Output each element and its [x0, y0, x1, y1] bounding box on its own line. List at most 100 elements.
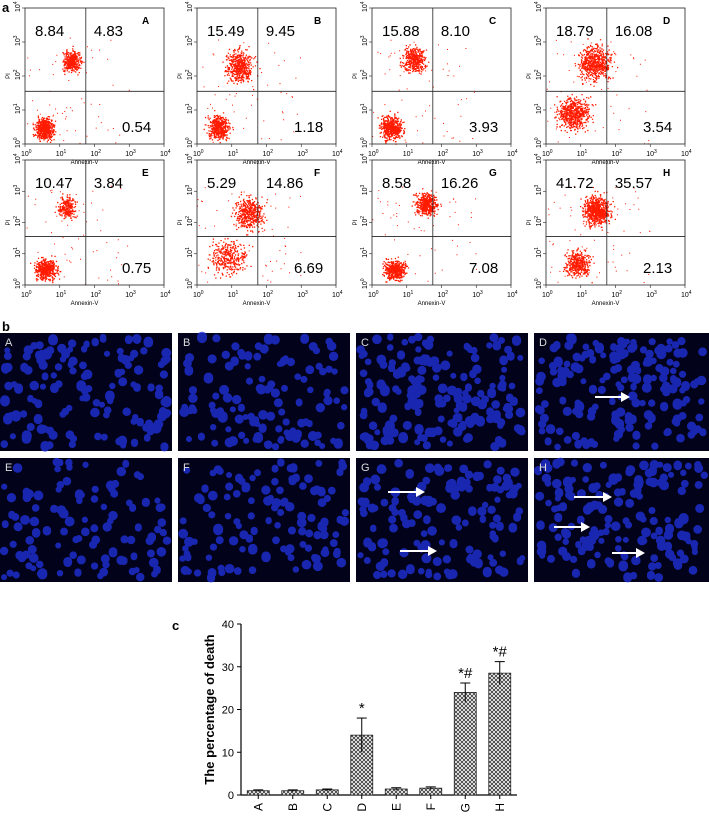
bar [453, 692, 477, 796]
x-tick-label: D [355, 803, 369, 812]
panel-label: a [2, 0, 10, 15]
tick-base: 10 [362, 187, 369, 195]
tick-exponent: 2 [185, 69, 191, 72]
arrow-head [621, 392, 630, 402]
y-tick-label: 103 [534, 35, 543, 46]
tick-base: 10 [15, 219, 22, 227]
tick-exponent: 2 [185, 216, 191, 219]
tick-base: 10 [160, 151, 168, 158]
tick-exponent: 3 [133, 149, 136, 155]
scatter-cloud [372, 39, 475, 145]
tick-base: 10 [536, 4, 543, 12]
tick-exponent: 0 [13, 137, 19, 140]
y-tick-label: 101 [360, 103, 369, 114]
tick-exponent: 3 [360, 35, 366, 38]
plot-letter: C [489, 16, 496, 27]
x-tick-label: A [251, 803, 265, 811]
tick-base: 10 [472, 151, 480, 158]
tick-exponent: 3 [13, 184, 19, 187]
y-tick-label: 100 [13, 278, 22, 289]
tick-exponent: 0 [550, 149, 553, 155]
x-axis-label: Annexin-V [243, 160, 271, 166]
y-axis-label: PI [6, 219, 12, 225]
flow-plot: 10.47 3.840.75E10010010110110210210310310… [6, 153, 171, 307]
tick-exponent: 1 [64, 149, 67, 155]
quadrant-value: 3.84 [94, 175, 123, 192]
tick-base: 10 [187, 156, 194, 164]
tick-base: 10 [193, 151, 201, 158]
y-tick-label: 102 [360, 69, 369, 80]
tick-base: 10 [332, 292, 340, 299]
tick-exponent: 2 [619, 149, 622, 155]
x-tick-label: 102 [438, 290, 449, 299]
tick-base: 10 [646, 151, 654, 158]
tick-base: 10 [56, 292, 64, 299]
y-tick-label: 100 [360, 137, 369, 148]
x-axis-label: Annexin-V [592, 301, 620, 307]
significance-mark: *# [493, 644, 508, 661]
scatter-cloud [372, 186, 478, 283]
tick-exponent: 0 [360, 137, 366, 140]
tick-base: 10 [15, 187, 22, 195]
tick-exponent: 2 [534, 216, 540, 219]
tick-exponent: 1 [185, 103, 191, 106]
scatter-cloud [26, 185, 129, 286]
tick-exponent: 0 [201, 290, 204, 296]
tick-exponent: 4 [13, 1, 19, 4]
x-tick-label: E [389, 803, 403, 811]
tick-exponent: 4 [534, 153, 540, 156]
x-tick-label: 103 [472, 290, 483, 299]
significance-mark: * [359, 700, 365, 717]
tick-base: 10 [332, 151, 340, 158]
tick-exponent: 3 [185, 35, 191, 38]
y-axis-label: PI [353, 73, 359, 79]
quadrant-value: 10.47 [35, 175, 73, 192]
tick-base: 10 [507, 151, 515, 158]
flow-plot: 8.58 16.267.08G10010010110110210210310310… [353, 153, 518, 307]
y-tick-label: 100 [534, 137, 543, 148]
y-tick-label: 20 [222, 705, 234, 717]
tick-exponent: 0 [13, 278, 19, 281]
quadrant-value: 41.72 [556, 175, 594, 192]
tick-exponent: 4 [340, 149, 343, 155]
tick-base: 10 [362, 72, 369, 80]
x-tick-label: G [458, 803, 472, 812]
tick-exponent: 4 [168, 290, 171, 296]
tick-exponent: 0 [185, 137, 191, 140]
tick-base: 10 [15, 72, 22, 80]
tick-base: 10 [403, 292, 411, 299]
y-axis-label: PI [527, 219, 533, 225]
y-tick-label: 103 [13, 184, 22, 195]
y-tick-label: 102 [360, 216, 369, 227]
quadrant-value: 18.79 [556, 23, 594, 40]
tick-exponent: 2 [98, 290, 101, 296]
tick-base: 10 [187, 187, 194, 195]
quadrant-value: 3.93 [469, 119, 498, 136]
tick-base: 10 [263, 151, 271, 158]
x-tick-label: 101 [56, 290, 67, 299]
tick-exponent: 1 [411, 149, 414, 155]
arrow-head [636, 548, 645, 558]
tick-exponent: 4 [185, 1, 191, 4]
tick-exponent: 3 [534, 184, 540, 187]
y-axis-label: PI [178, 219, 184, 225]
image-letter: C [361, 337, 369, 349]
y-axis-label: PI [6, 73, 12, 79]
x-tick-label: 100 [368, 290, 379, 299]
x-tick-label: 101 [577, 290, 588, 299]
tick-base: 10 [160, 292, 168, 299]
x-tick-label: 102 [263, 290, 274, 299]
tick-exponent: 0 [376, 149, 379, 155]
tick-base: 10 [362, 219, 369, 227]
nuclei [357, 458, 526, 581]
tick-base: 10 [187, 38, 194, 46]
quadrant-value: 14.86 [266, 175, 304, 192]
y-tick-label: 100 [534, 278, 543, 289]
x-axis-label: Annexin-V [243, 301, 271, 307]
quadrant-value: 1.18 [294, 119, 323, 136]
image-letter: F [183, 462, 190, 474]
tick-exponent: 2 [445, 290, 448, 296]
plot-letter: A [142, 16, 149, 27]
tick-exponent: 4 [13, 153, 19, 156]
y-axis-label: The percentage of death [202, 634, 217, 784]
